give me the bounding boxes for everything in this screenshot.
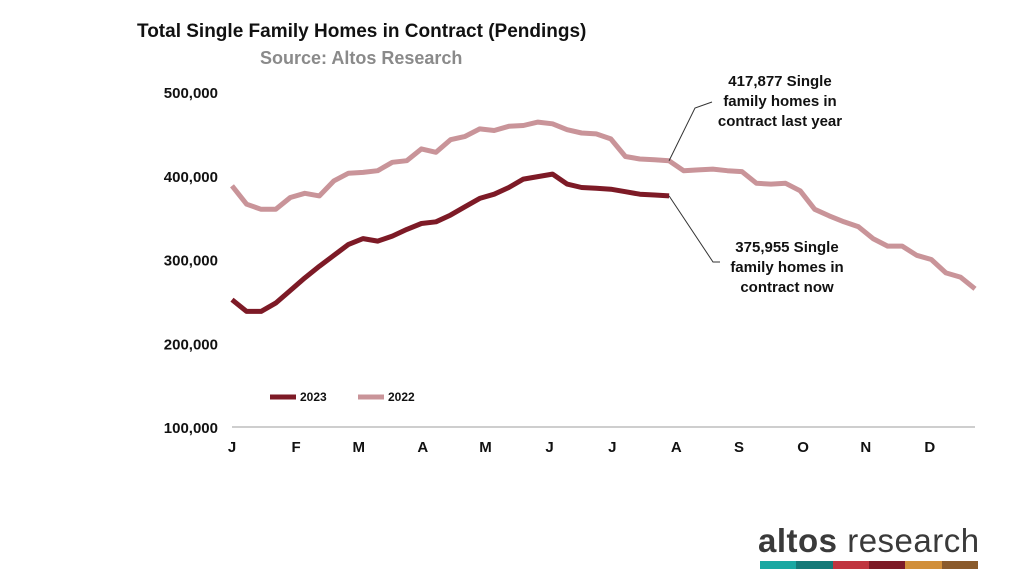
y-tick-label: 100,000 (164, 420, 218, 437)
x-tick-label: J (545, 439, 553, 456)
annotation-last-year: 417,877 Single family homes in contract … (705, 72, 855, 132)
logo-color-segment (760, 561, 797, 569)
y-tick-label: 400,000 (164, 169, 218, 186)
x-tick-label: F (292, 439, 301, 456)
x-tick-label: O (797, 439, 809, 456)
chart-subtitle: Source: Altos Research (260, 48, 463, 68)
annotation-last-year-line-3: contract last year (717, 113, 843, 130)
x-tick-label: M (352, 439, 365, 456)
altos-research-logo: altos research (758, 522, 980, 560)
logo-color-segment (905, 561, 942, 569)
annotation-now-line-3: contract now (740, 279, 834, 296)
logo-color-bar (760, 561, 978, 569)
annotation-leader-now (668, 195, 720, 263)
x-tick-label: A (417, 439, 428, 456)
x-tick-label: J (608, 439, 616, 456)
annotation-now: 375,955 Single family homes in contract … (712, 238, 862, 298)
logo-color-segment (796, 561, 833, 569)
chart-title: Total Single Family Homes in Contract (P… (137, 21, 587, 42)
legend-label-2022: 2022 (388, 390, 415, 404)
annotation-leader-last-year (668, 101, 713, 161)
logo-color-segment (832, 561, 869, 569)
annotation-now-line-2: family homes in (730, 259, 844, 276)
y-tick-label: 200,000 (164, 336, 218, 353)
y-tick-label: 300,000 (164, 253, 218, 270)
series-line-2022 (230, 119, 977, 291)
x-tick-label: A (671, 439, 682, 456)
annotation-last-year-line-1: 417,877 Single (728, 73, 832, 90)
y-tick-label: 500,000 (164, 85, 218, 102)
x-tick-label: S (734, 439, 744, 456)
series-line-2023 (230, 171, 670, 314)
annotation-now-line-1: 375,955 Single (735, 239, 839, 256)
x-tick-label: M (479, 439, 492, 456)
legend-label-2023: 2023 (300, 390, 327, 404)
logo-color-segment (868, 561, 906, 569)
annotation-last-year-line-2: family homes in (723, 93, 837, 110)
logo-text-light: research (837, 522, 980, 559)
logo-text-bold: altos (758, 522, 838, 559)
x-tick-label: N (860, 439, 871, 456)
x-tick-label: D (924, 439, 935, 456)
logo-color-segment (941, 561, 978, 569)
x-tick-label: J (228, 439, 236, 456)
